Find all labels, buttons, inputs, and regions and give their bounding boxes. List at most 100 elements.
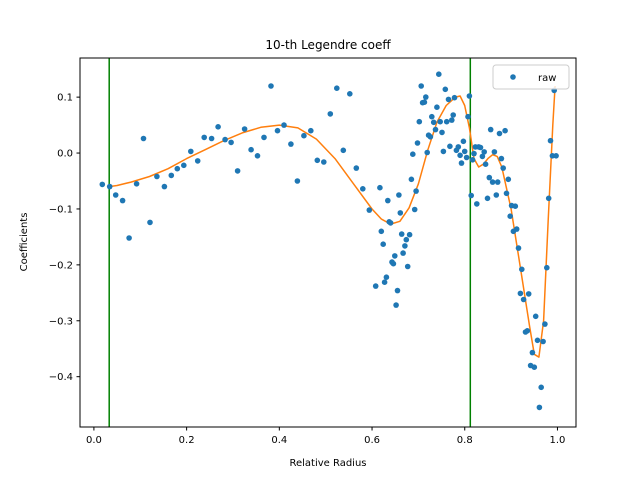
data-point bbox=[416, 118, 423, 125]
data-point bbox=[396, 192, 402, 198]
data-point bbox=[397, 210, 404, 216]
data-point bbox=[393, 302, 399, 308]
data-point bbox=[406, 231, 413, 238]
data-point bbox=[254, 153, 261, 159]
data-point bbox=[486, 174, 493, 181]
data-point bbox=[394, 287, 401, 294]
data-point bbox=[413, 188, 419, 194]
data-point bbox=[181, 162, 187, 169]
data-point bbox=[353, 165, 360, 171]
data-point bbox=[174, 165, 181, 172]
data-point bbox=[383, 274, 390, 281]
legend-marker-raw bbox=[510, 74, 516, 80]
data-point bbox=[385, 197, 391, 204]
data-point bbox=[106, 183, 113, 190]
data-point bbox=[534, 337, 541, 344]
data-point bbox=[327, 111, 334, 117]
plot-frame bbox=[79, 57, 577, 428]
data-point bbox=[450, 112, 457, 118]
legend: raw bbox=[492, 64, 570, 90]
data-point bbox=[402, 243, 408, 249]
data-point bbox=[423, 94, 429, 100]
vertical-lines bbox=[108, 58, 472, 427]
data-point bbox=[321, 159, 327, 165]
data-point bbox=[168, 172, 175, 179]
data-point bbox=[215, 124, 221, 130]
data-point bbox=[411, 206, 418, 213]
y-tick-label: 0.1 bbox=[57, 93, 73, 104]
data-point bbox=[512, 203, 519, 209]
data-point bbox=[517, 290, 524, 297]
data-point bbox=[540, 338, 546, 345]
data-point bbox=[515, 245, 522, 251]
data-point bbox=[451, 94, 458, 101]
y-axis-ticks: −0.4 −0.3 −0.2 −0.1 0.0 0.1 bbox=[49, 93, 80, 383]
data-point bbox=[434, 104, 440, 110]
data-point bbox=[465, 113, 471, 120]
x-tick-label: 1.0 bbox=[550, 435, 566, 446]
data-point bbox=[531, 364, 538, 371]
data-point bbox=[268, 83, 274, 89]
data-point bbox=[234, 168, 241, 174]
data-point bbox=[133, 181, 140, 187]
data-point bbox=[460, 138, 467, 145]
data-point bbox=[468, 192, 475, 199]
data-point bbox=[487, 126, 494, 133]
data-point bbox=[140, 135, 147, 142]
data-point bbox=[119, 197, 126, 204]
data-point bbox=[418, 83, 425, 89]
data-point bbox=[538, 384, 544, 391]
data-point bbox=[161, 183, 168, 190]
data-point bbox=[503, 190, 510, 197]
data-point bbox=[479, 153, 486, 160]
data-point bbox=[403, 236, 410, 243]
data-point bbox=[301, 132, 307, 139]
data-point bbox=[400, 250, 406, 256]
data-point bbox=[424, 149, 431, 156]
data-point bbox=[154, 173, 160, 180]
legend-box bbox=[492, 64, 570, 90]
data-point bbox=[188, 148, 194, 155]
data-point bbox=[194, 158, 201, 164]
data-point bbox=[443, 118, 450, 125]
y-tick-label: 0.0 bbox=[57, 149, 73, 160]
data-point bbox=[447, 143, 453, 150]
data-point bbox=[513, 226, 520, 232]
y-tick-label: −0.4 bbox=[49, 372, 73, 383]
data-point bbox=[347, 91, 353, 97]
data-point bbox=[308, 127, 314, 134]
data-point bbox=[519, 266, 525, 273]
data-point bbox=[208, 135, 215, 142]
data-point bbox=[455, 144, 462, 150]
data-point bbox=[334, 85, 340, 91]
data-point bbox=[398, 231, 405, 237]
data-point bbox=[288, 141, 294, 147]
x-axis-label: Relative Radius bbox=[289, 458, 366, 469]
x-axis-ticks: 0.0 0.2 0.4 0.6 0.8 1.0 bbox=[86, 427, 565, 446]
data-point bbox=[314, 157, 321, 164]
data-point bbox=[404, 263, 411, 270]
data-point bbox=[536, 404, 543, 411]
data-point bbox=[507, 213, 513, 219]
data-point bbox=[378, 228, 385, 235]
data-point bbox=[449, 117, 455, 123]
data-point bbox=[372, 283, 379, 289]
data-point bbox=[261, 134, 267, 141]
chart-title: 10-th Legendre coeff bbox=[265, 38, 391, 52]
data-point bbox=[366, 207, 373, 213]
data-point bbox=[340, 147, 347, 154]
data-point bbox=[427, 134, 434, 140]
y-tick-label: −0.2 bbox=[49, 260, 73, 271]
x-tick-label: 0.8 bbox=[457, 435, 473, 446]
data-point bbox=[392, 253, 398, 259]
data-point bbox=[390, 260, 397, 267]
data-point bbox=[458, 160, 465, 166]
data-point bbox=[547, 137, 554, 144]
data-point bbox=[457, 152, 463, 159]
data-point bbox=[461, 148, 468, 155]
data-point bbox=[502, 127, 508, 134]
data-point bbox=[500, 165, 507, 171]
data-point bbox=[228, 139, 234, 146]
data-point bbox=[380, 241, 387, 247]
data-point bbox=[494, 179, 501, 185]
